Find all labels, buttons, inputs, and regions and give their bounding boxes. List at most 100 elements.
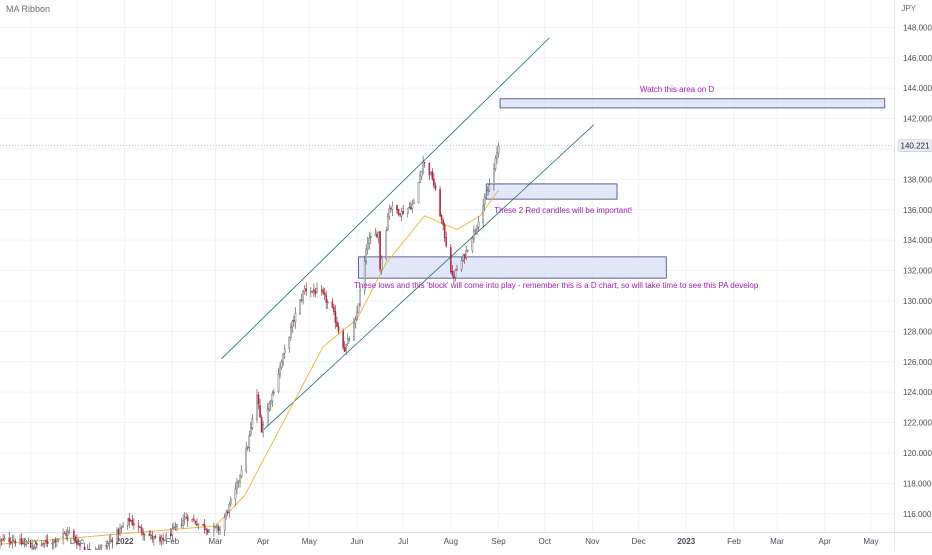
candle-up [375,234,376,236]
candle-up [356,312,357,319]
candle-down [452,271,453,275]
candle-up [164,540,165,541]
x-tick-label: 2023 [677,537,695,546]
candle-down [218,527,219,530]
candle-up [109,542,110,544]
y-tick-label: 146.000 [903,54,932,63]
candle-down [141,528,142,533]
candle-up [310,292,311,293]
candle-down [261,417,262,432]
candle-up [312,291,313,292]
y-tick-label: 128.000 [903,327,932,336]
x-tick-label: Sep [491,537,506,546]
candle-down [435,186,436,189]
candle-up [24,544,25,545]
watch-area-note[interactable]: Watch this area on D [640,85,715,94]
candle-up [292,321,293,327]
watch-zone[interactable] [500,99,885,108]
x-tick-label: Mar [209,537,223,546]
candle-up [67,532,68,536]
candle-up [483,206,484,223]
x-tick-label: Oct [538,537,551,546]
candle-down [398,209,399,214]
candle-down [439,189,440,216]
candle-up [110,540,111,542]
candle-down [42,543,43,544]
candle-up [215,527,216,528]
candle-down [343,331,344,347]
candle-down [315,291,316,294]
candle-up [236,482,237,490]
candle-up [107,543,108,546]
lows-block-zone[interactable] [359,257,667,278]
x-tick-label: Mar [770,537,784,546]
candle-down [118,529,119,534]
candle-up [209,529,210,532]
y-tick-label: 132.000 [903,267,932,276]
candle-down [149,534,150,535]
candle-up [183,521,184,526]
x-tick-label: Jun [351,537,364,546]
candle-up [475,230,476,231]
currency-label: JPY [901,4,916,13]
candle-up [455,270,456,277]
candle-up [489,185,490,191]
candle-down [333,307,334,312]
candle-down [335,311,336,322]
candle-up [238,481,239,482]
candle-up [366,249,367,262]
candle-up [173,527,174,528]
candle-down [464,255,465,259]
candle-down [323,290,324,293]
candle-up [347,339,348,344]
candle-up [487,191,488,195]
candle-up [270,402,271,404]
candle-up [13,541,14,542]
candle-up [358,304,359,313]
candle-down [30,543,31,548]
candle-down [429,163,430,174]
candle-down [441,215,442,220]
x-tick-label: Nov [585,537,599,546]
candle-up [390,209,391,210]
candle-up [423,162,424,171]
candle-down [293,320,294,321]
candle-up [175,527,176,528]
candle-up [123,526,124,527]
candle-down [73,531,74,537]
candle-down [433,179,434,186]
red-candles-zone[interactable] [486,184,617,199]
candle-up [0,540,1,542]
candle-down [22,543,23,544]
candle-down [36,543,37,544]
candle-down [187,517,188,521]
red-candles-note[interactable]: These 2 Red candles will be important! [494,206,632,215]
candle-down [443,220,444,225]
lows-block-note[interactable]: These lows and this 'block' will come in… [354,281,759,290]
candle-up [216,526,217,527]
candle-down [163,538,164,540]
candle-down [432,171,433,179]
candle-down [46,541,47,542]
candle-down [75,537,76,541]
candle-up [267,409,268,426]
candle-down [21,539,22,544]
candle-down [306,289,307,291]
candle-down [133,524,134,525]
y-tick-label: 148.000 [903,23,932,32]
candle-up [389,208,390,216]
candle-up [52,543,53,544]
candle-up [249,436,250,448]
candle-down [450,247,451,272]
candle-up [401,212,402,216]
candle-up [269,403,270,409]
candle-down [152,535,153,538]
candle-up [349,339,350,340]
candle-up [121,527,122,528]
candle-up [461,260,462,269]
candle-up [290,327,291,338]
candle-down [159,537,160,542]
indicator-label[interactable]: MA Ribbon [6,4,50,14]
